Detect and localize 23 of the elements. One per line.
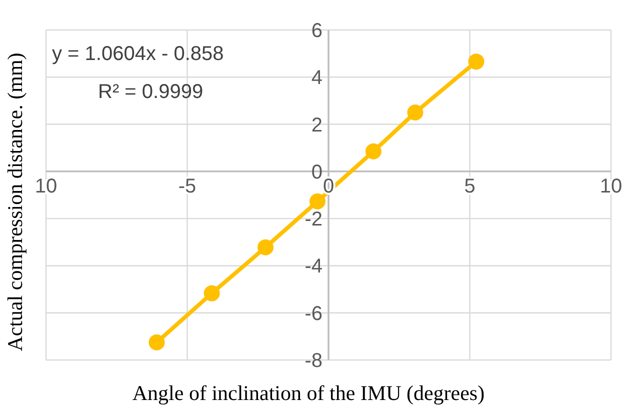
y-tick-label: -4 — [304, 256, 322, 278]
annotation: R² = 0.9999 — [98, 81, 204, 103]
y-tick-label: 4 — [311, 67, 322, 90]
point — [309, 193, 326, 210]
y-axis-title: Actual compression distance. (mm) — [3, 52, 27, 352]
y-tick-label: -2 — [304, 208, 322, 231]
x-tick-label: 10 — [34, 175, 58, 198]
point — [407, 104, 424, 120]
x-axis-title: Angle of inclination of the IMU (degrees) — [132, 381, 485, 405]
point — [148, 334, 165, 350]
point — [204, 285, 220, 302]
y-tick-label: 6 — [311, 20, 322, 42]
point — [365, 143, 382, 160]
x-tick-label: 5 — [464, 175, 476, 198]
point — [468, 54, 484, 70]
y-tick-label: -8 — [304, 350, 322, 372]
y-tick-label: 2 — [311, 114, 322, 136]
x-tick-label: 10 — [600, 175, 622, 198]
y-tick-label: 0 — [311, 161, 322, 184]
point — [258, 239, 274, 256]
annotation: y = 1.0604x - 0.858 — [52, 43, 224, 65]
y-tick-label: -6 — [304, 302, 322, 325]
x-tick-label: -5 — [178, 175, 196, 198]
